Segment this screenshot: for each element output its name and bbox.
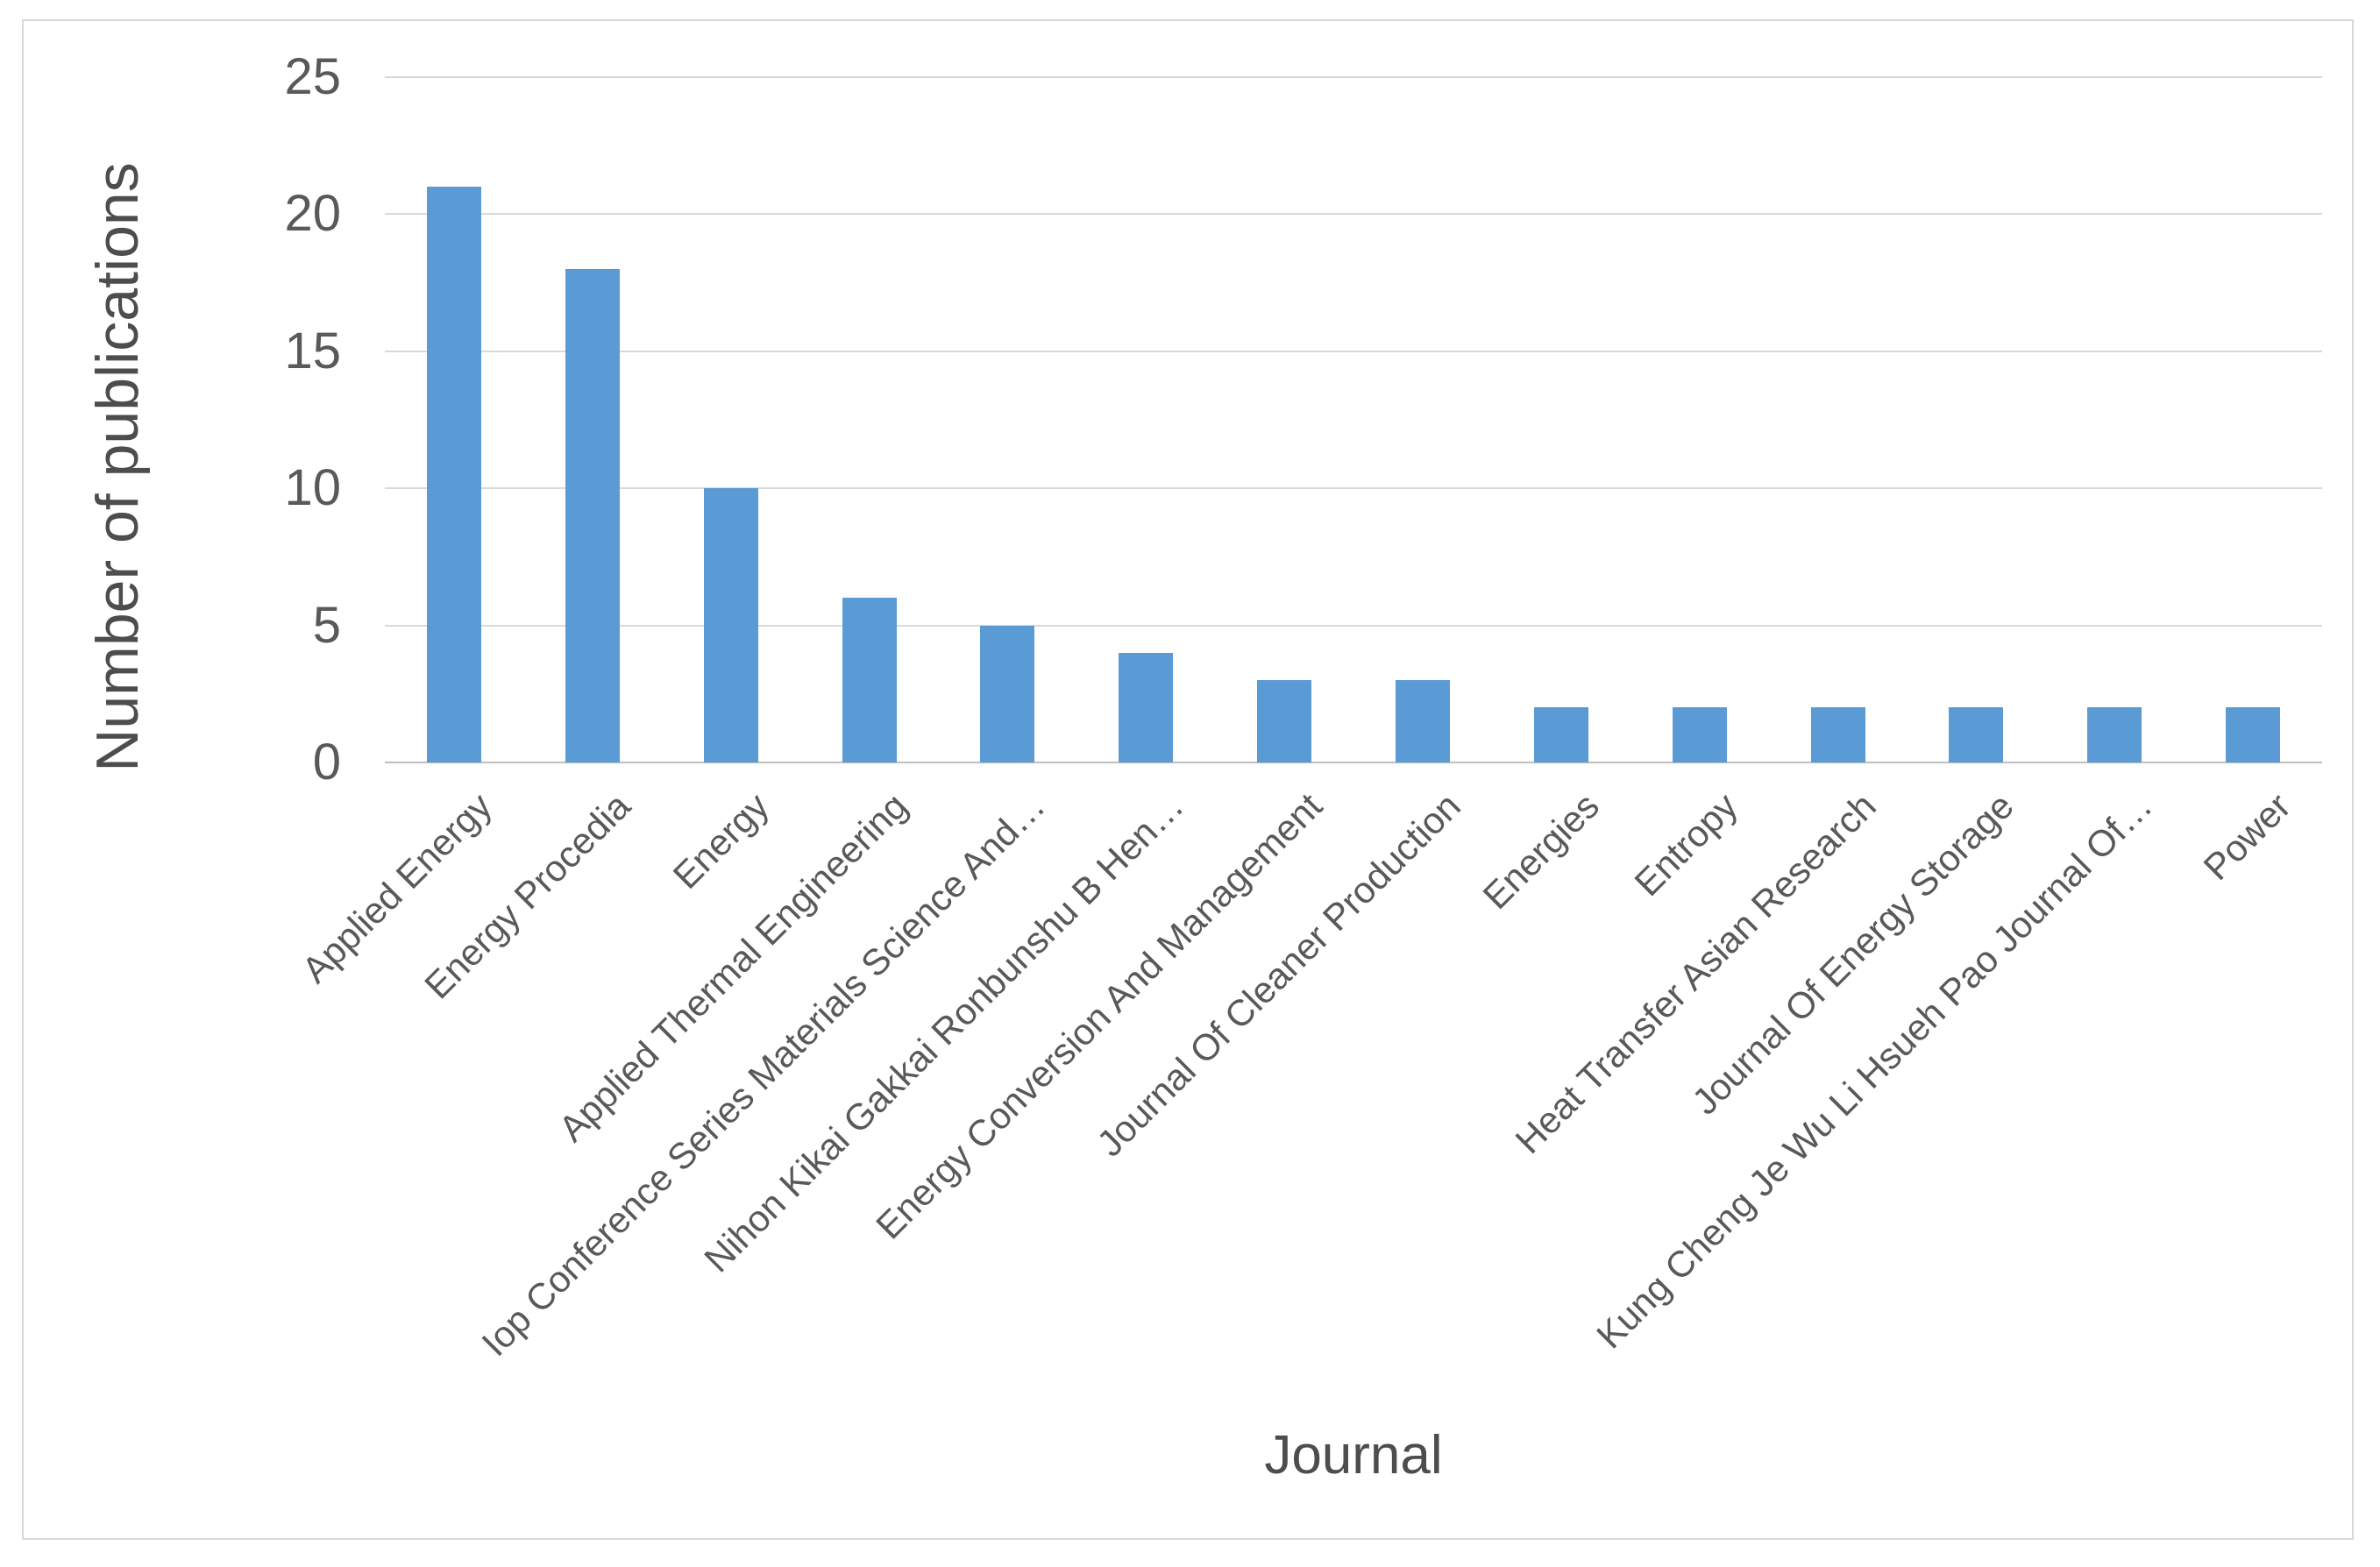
gridline xyxy=(385,76,2322,78)
bar xyxy=(1533,707,1588,762)
y-tick-label: 25 xyxy=(284,48,341,105)
x-axis-line xyxy=(385,762,2322,763)
gridline xyxy=(385,213,2322,216)
y-tick-label: 5 xyxy=(312,596,341,654)
y-tick-label: 15 xyxy=(284,322,341,379)
bar xyxy=(703,488,758,762)
gridline xyxy=(385,624,2322,627)
bar xyxy=(842,598,897,762)
bar xyxy=(1810,707,1865,762)
bar xyxy=(1672,707,1727,762)
bar xyxy=(1395,680,1450,762)
bar xyxy=(1949,707,2004,762)
y-axis-title: Number of publications xyxy=(84,162,151,772)
bar xyxy=(565,269,620,762)
gridline xyxy=(385,350,2322,352)
x-axis-title: Journal xyxy=(1264,1425,1443,1485)
chart-figure: 0 5 10 15 20 25 Applied Energy Energy Procedia E… xyxy=(22,19,2354,1540)
y-tick-label: 0 xyxy=(312,734,341,791)
y-tick-label: 10 xyxy=(284,459,341,517)
bar xyxy=(980,625,1035,762)
gridline xyxy=(385,487,2322,490)
bar xyxy=(2226,707,2281,762)
bar xyxy=(426,187,481,762)
bar xyxy=(1257,680,1312,762)
y-tick-label: 20 xyxy=(284,185,341,243)
bar xyxy=(2087,707,2142,762)
bar xyxy=(1119,652,1174,762)
